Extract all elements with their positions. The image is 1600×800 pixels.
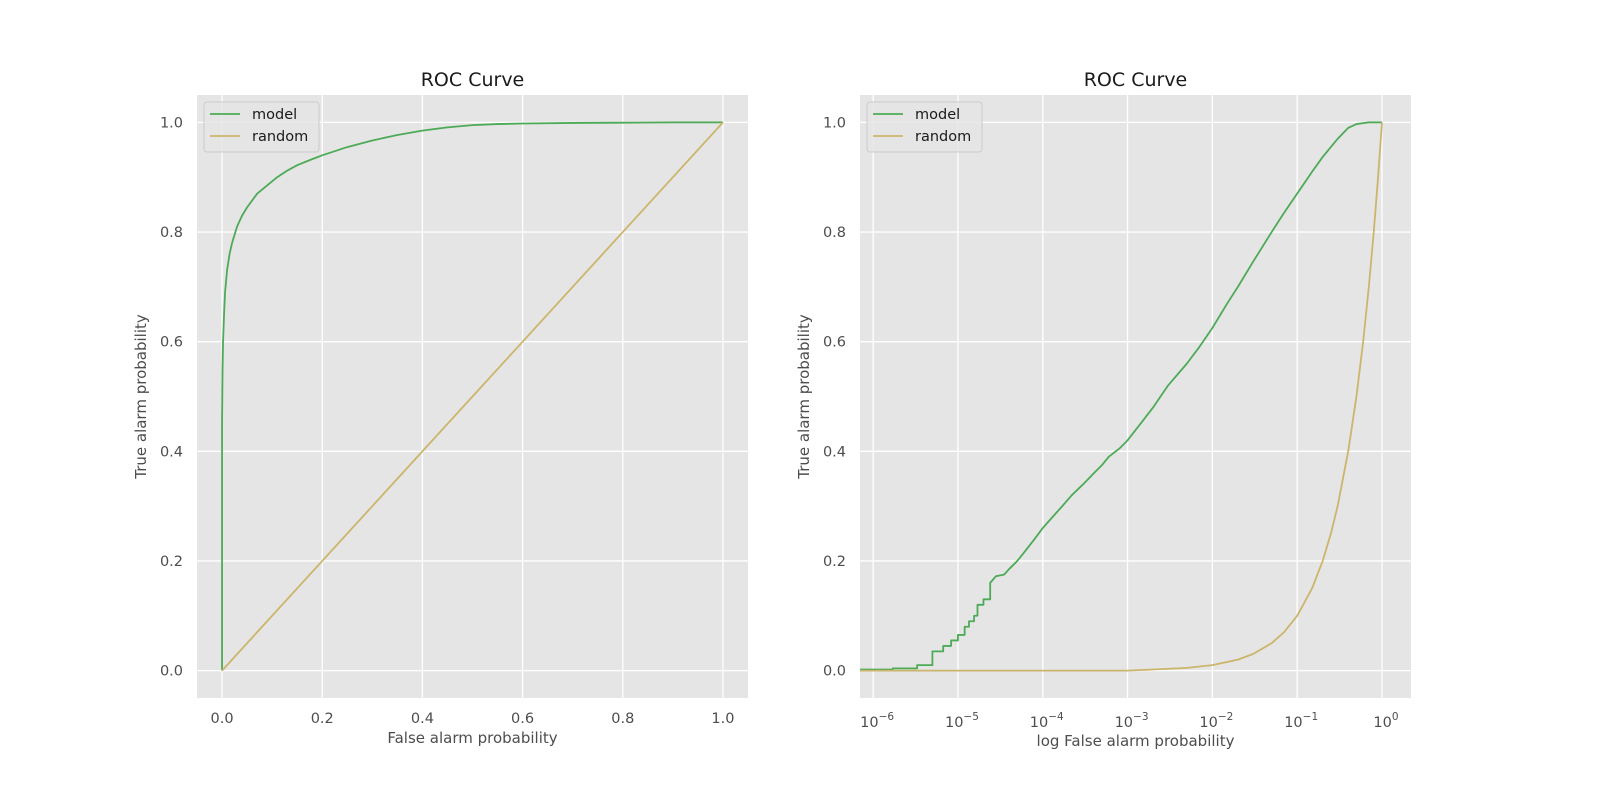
y-tick-label: 0.4 xyxy=(160,444,183,460)
x-tick-base: 10 xyxy=(1115,715,1133,731)
chart-title: ROC Curve xyxy=(1084,69,1188,91)
y-axis-label: True alarm probability xyxy=(132,314,150,480)
x-tick-label: 100 xyxy=(1373,711,1398,731)
x-tick-exponent: −1 xyxy=(1303,711,1318,723)
roc-log-panel: 0.00.20.40.60.81.010−6 10−5 10−4 10−3 10−2 10… xyxy=(795,69,1411,750)
legend-label-random: random xyxy=(915,129,971,145)
legend-label-model: model xyxy=(915,107,960,123)
x-tick-label: 10−2 xyxy=(1199,711,1233,731)
x-tick-label: 10−1 xyxy=(1284,711,1318,731)
y-tick-label: 0.8 xyxy=(160,225,183,241)
x-tick-base: 10 xyxy=(1030,715,1048,731)
x-tick-label: 0.0 xyxy=(211,711,234,727)
series-line-random xyxy=(221,121,724,672)
x-tick-label: 10−3 xyxy=(1115,711,1149,731)
y-tick-label: 0.0 xyxy=(823,664,846,680)
series-line-model xyxy=(860,121,1382,671)
y-tick-label: 1.0 xyxy=(823,115,846,131)
y-tick-label: 0.2 xyxy=(160,554,183,570)
series-line-model xyxy=(221,121,723,671)
x-tick-label: 1.0 xyxy=(711,711,734,727)
x-tick-base: 10 xyxy=(1373,715,1391,731)
x-tick-label: 0.6 xyxy=(511,711,534,727)
x-tick-label: 10−4 xyxy=(1030,711,1064,731)
x-tick-base: 10 xyxy=(1199,715,1217,731)
y-tick-label: 0.6 xyxy=(160,335,183,351)
x-tick-label: 0.2 xyxy=(311,711,334,727)
y-tick-label: 0.2 xyxy=(823,554,846,570)
x-tick-base: 10 xyxy=(860,715,878,731)
x-tick-label: 0.8 xyxy=(611,711,634,727)
y-tick-label: 0.4 xyxy=(823,444,846,460)
x-tick-exponent: −2 xyxy=(1218,711,1233,723)
plot-area xyxy=(860,95,1411,698)
y-tick-label: 0.6 xyxy=(823,335,846,351)
legend: model random xyxy=(203,101,320,153)
x-tick-exponent: −4 xyxy=(1048,711,1064,723)
x-axis-label: False alarm probability xyxy=(387,729,557,747)
x-tick-exponent: −5 xyxy=(963,711,978,723)
chart-title: ROC Curve xyxy=(421,69,525,91)
y-axis-label: True alarm probability xyxy=(795,314,813,480)
x-tick-label: 0.4 xyxy=(411,711,434,727)
y-tick-label: 0.8 xyxy=(823,225,846,241)
legend-label-model: model xyxy=(252,107,297,123)
legend: model random xyxy=(866,101,983,153)
y-tick-label: 0.0 xyxy=(160,664,183,680)
y-tick-label: 1.0 xyxy=(160,115,183,131)
legend-label-random: random xyxy=(252,129,308,145)
roc-linear-panel: 0.0 0.2 0.4 0.6 0.8 1.0 0.0 0.2 0.4 0.6 0.8 1.0 ROC … xyxy=(132,69,748,747)
x-tick-base: 10 xyxy=(945,715,963,731)
x-axis-label: log False alarm probability xyxy=(1037,732,1235,750)
x-tick-label: 10−6 xyxy=(860,711,894,731)
x-tick-base: 10 xyxy=(1284,715,1302,731)
series-line-random xyxy=(860,122,1383,672)
x-tick-exponent: −6 xyxy=(879,711,895,723)
x-tick-label: 10−5 xyxy=(945,711,979,731)
x-tick-exponent: −3 xyxy=(1133,711,1148,723)
x-tick-exponent: 0 xyxy=(1392,711,1399,723)
